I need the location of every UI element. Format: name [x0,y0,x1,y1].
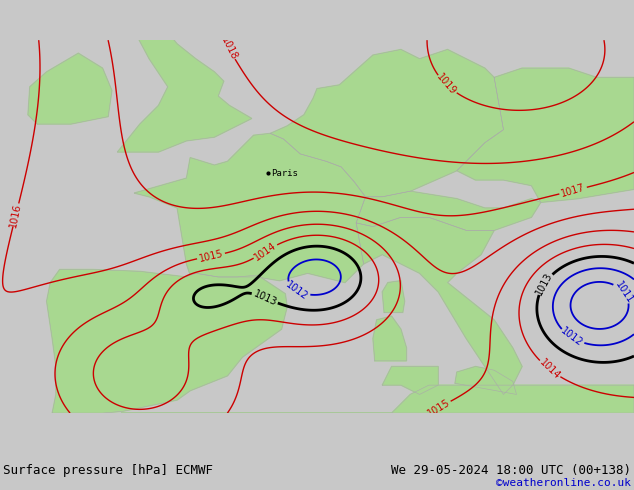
Text: ©weatheronline.co.uk: ©weatheronline.co.uk [496,478,631,488]
Text: Surface pressure [hPa] ECMWF: Surface pressure [hPa] ECMWF [3,464,213,477]
Text: 1016: 1016 [8,202,23,228]
Polygon shape [117,0,252,152]
Text: 1019: 1019 [435,72,458,97]
Text: 1014: 1014 [252,240,278,263]
Polygon shape [373,316,406,361]
Text: 1017: 1017 [560,182,586,199]
Text: Paris: Paris [271,169,298,178]
Polygon shape [356,191,541,230]
Text: We 29-05-2024 18:00 UTC (00+138): We 29-05-2024 18:00 UTC (00+138) [391,464,631,477]
Text: 1012: 1012 [284,279,310,302]
Polygon shape [47,270,287,413]
Text: 1013: 1013 [534,271,555,297]
Text: 1015: 1015 [425,397,451,418]
Polygon shape [270,49,503,197]
Text: 1018: 1018 [219,35,238,62]
Polygon shape [455,367,517,394]
Text: 1014: 1014 [537,357,562,381]
Polygon shape [121,385,634,413]
Polygon shape [382,281,404,313]
Polygon shape [382,367,438,394]
Polygon shape [457,68,634,202]
Polygon shape [134,133,365,283]
Text: 1013: 1013 [252,289,278,308]
Polygon shape [356,217,522,394]
Polygon shape [28,53,112,124]
Text: 1015: 1015 [198,248,224,264]
Text: 1012: 1012 [559,326,585,349]
Text: 1011: 1011 [613,280,634,305]
